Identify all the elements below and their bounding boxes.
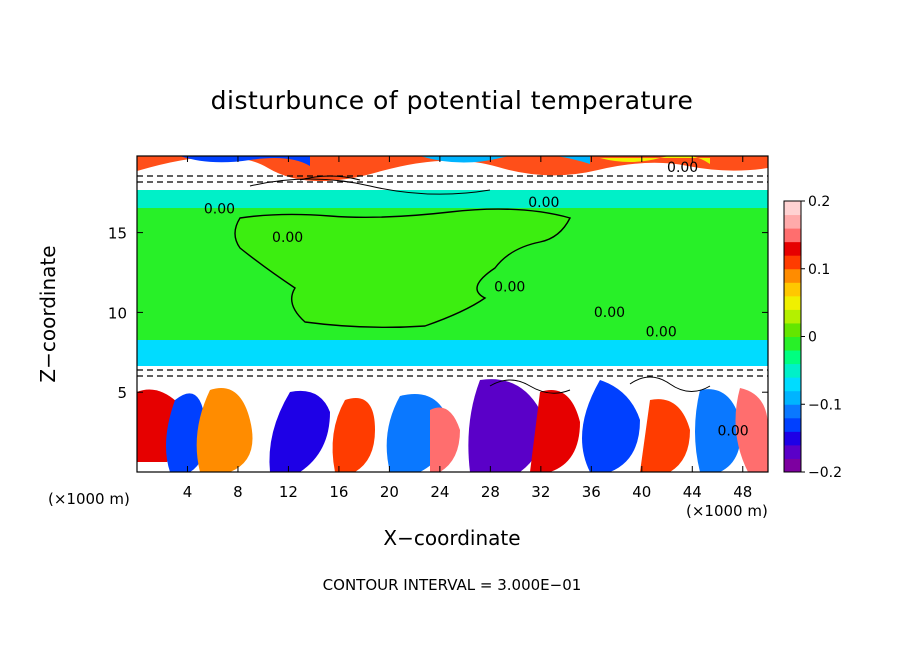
- contour-label: 0.00: [646, 324, 677, 340]
- colorbar-swatch: [784, 417, 801, 432]
- colorbar-swatch: [784, 255, 801, 270]
- upper-cold-patch-1: [180, 156, 310, 166]
- lower-warm-7: [735, 388, 768, 472]
- x-tick-label: 44: [683, 483, 702, 501]
- colorbar-swatch: [784, 350, 801, 365]
- colorbar-swatch: [784, 390, 801, 405]
- x-tick-label: 20: [380, 483, 399, 501]
- colorbar-swatch: [784, 363, 801, 378]
- contour-label: 0.00: [528, 195, 559, 211]
- colorbar: 0.2 0.1 0 −0.1 −0.2: [783, 194, 842, 481]
- x-tick-label: 36: [582, 483, 601, 501]
- lower-cyan-band: [137, 340, 768, 366]
- colorbar-tick-label: −0.1: [808, 397, 842, 413]
- contour-label: 0.00: [204, 201, 235, 217]
- lower-cold-1: [166, 393, 206, 472]
- y-tick-label: 10: [108, 304, 127, 322]
- colorbar-swatch: [784, 268, 801, 283]
- colorbar-swatch: [784, 377, 801, 392]
- contour-label: 0.00: [667, 160, 698, 176]
- x-tick-label: 40: [632, 483, 651, 501]
- x-axis-ticks: 4 8 12 16 20 24 28 32 36 40 44 48: [183, 156, 752, 501]
- lower-cold-4: [468, 379, 543, 472]
- colorbar-swatch: [784, 309, 801, 324]
- lower-cold-5: [582, 380, 640, 472]
- colorbar-swatch: [784, 322, 801, 337]
- contour-label: 0.00: [594, 305, 625, 321]
- lower-warm-3: [332, 398, 375, 472]
- lower-warm-5: [530, 390, 580, 472]
- solid-contours: [249, 175, 711, 394]
- colorbar-tick-label: 0: [808, 330, 817, 346]
- colorbar-swatch: [784, 214, 801, 229]
- upper-yellow-patch: [600, 156, 710, 164]
- upper-solid-contour: [249, 178, 491, 195]
- colorbar-swatch: [784, 431, 801, 446]
- lower-warm-4: [430, 407, 460, 472]
- upper-warm-patch: [137, 156, 768, 182]
- x-unit-right: (×1000 m): [686, 502, 768, 520]
- y-tick-label: 5: [117, 384, 127, 402]
- lower-solid-contour-1: [489, 379, 571, 394]
- x-axis-label: X−coordinate: [383, 526, 521, 550]
- lower-warm-2: [196, 388, 253, 472]
- contour-label: 0.00: [718, 423, 749, 439]
- heatmap-field: [137, 156, 768, 472]
- colorbar-swatch: [784, 201, 801, 216]
- colorbar-swatch: [784, 241, 801, 256]
- colorbar-tick-label: 0.1: [808, 262, 830, 278]
- upper-solid-contour-2: [299, 175, 361, 181]
- contour-label: 0.00: [494, 280, 525, 296]
- x-unit-left: (×1000 m): [48, 490, 130, 508]
- colorbar-swatch: [784, 282, 801, 297]
- plot-frame: [136, 155, 769, 473]
- lower-cold-2: [269, 390, 330, 472]
- x-tick-label: 48: [733, 483, 752, 501]
- colorbar-tick-label: 0.2: [808, 194, 830, 210]
- y-axis-ticks: 5 10 15: [108, 225, 768, 402]
- x-tick-label: 4: [183, 483, 193, 501]
- colorbar-swatch: [784, 295, 801, 310]
- colorbar-swatch: [784, 336, 801, 351]
- chart-title: disturbunce of potential temperature: [210, 86, 694, 115]
- x-tick-label: 12: [279, 483, 298, 501]
- y-tick-label: 15: [108, 225, 127, 243]
- lower-cold-6: [695, 389, 741, 472]
- colorbar-swatch: [784, 458, 801, 473]
- x-tick-label: 24: [430, 483, 449, 501]
- dashed-contours: [137, 175, 768, 377]
- colorbar-swatch: [784, 228, 801, 243]
- colorbar-tick-label: −0.2: [808, 465, 842, 481]
- contour-interval-note: CONTOUR INTERVAL = 3.000E−01: [322, 576, 582, 594]
- x-tick-label: 32: [531, 483, 550, 501]
- colorbar-swatch: [784, 404, 801, 419]
- upper-cold-patch-2: [420, 156, 590, 164]
- upper-cyan-band: [137, 188, 768, 208]
- lower-solid-contour-2: [629, 376, 711, 392]
- contour-labels: 0.00 0.00 0.00 0.00 0.00 0.00 0.00 0.00: [204, 160, 749, 439]
- x-tick-label: 16: [329, 483, 348, 501]
- colorbar-swatch: [784, 444, 801, 459]
- contour-label: 0.00: [272, 230, 303, 246]
- central-contour-region: [234, 208, 572, 329]
- lower-warm-6: [640, 399, 690, 472]
- x-tick-label: 8: [233, 483, 243, 501]
- x-tick-label: 28: [481, 483, 500, 501]
